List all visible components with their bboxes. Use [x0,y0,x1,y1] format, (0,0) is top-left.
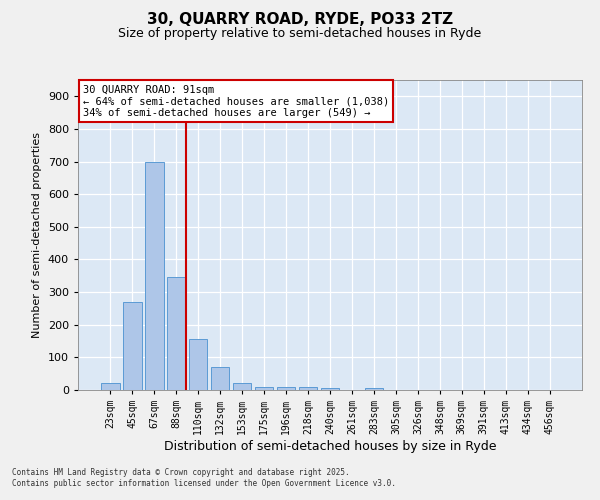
Text: Contains HM Land Registry data © Crown copyright and database right 2025.
Contai: Contains HM Land Registry data © Crown c… [12,468,396,487]
Bar [167,278,185,390]
Bar [320,388,340,390]
Bar [255,386,274,390]
Bar [365,388,383,390]
Text: Size of property relative to semi-detached houses in Ryde: Size of property relative to semi-detach… [118,28,482,40]
X-axis label: Distribution of semi-detached houses by size in Ryde: Distribution of semi-detached houses by … [164,440,496,453]
Text: 30, QUARRY ROAD, RYDE, PO33 2TZ: 30, QUARRY ROAD, RYDE, PO33 2TZ [147,12,453,28]
Bar [299,386,317,390]
Text: 30 QUARRY ROAD: 91sqm
← 64% of semi-detached houses are smaller (1,038)
34% of s: 30 QUARRY ROAD: 91sqm ← 64% of semi-deta… [83,84,389,118]
Y-axis label: Number of semi-detached properties: Number of semi-detached properties [32,132,42,338]
Bar [277,386,295,390]
Bar [145,162,164,390]
Bar [211,367,229,390]
Bar [233,384,251,390]
Bar [123,302,142,390]
Bar [189,340,208,390]
Bar [101,384,119,390]
